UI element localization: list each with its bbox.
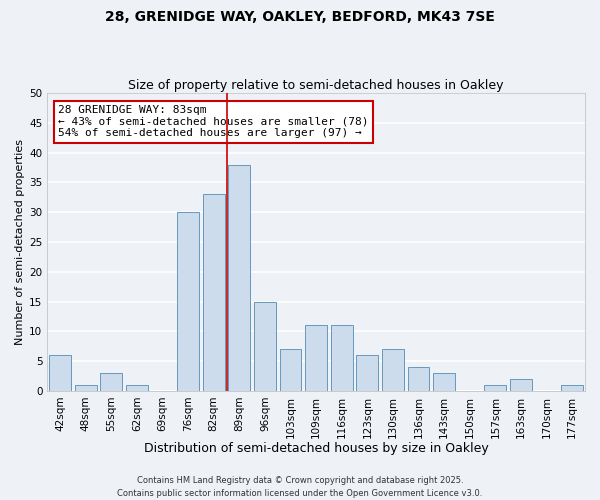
Title: Size of property relative to semi-detached houses in Oakley: Size of property relative to semi-detach… [128, 79, 504, 92]
Bar [356, 355, 378, 391]
X-axis label: Distribution of semi-detached houses by size in Oakley: Distribution of semi-detached houses by … [144, 442, 488, 455]
Bar [100, 373, 122, 391]
Text: 28 GRENIDGE WAY: 83sqm
← 43% of semi-detached houses are smaller (78)
54% of sem: 28 GRENIDGE WAY: 83sqm ← 43% of semi-det… [58, 105, 368, 138]
Bar [484, 385, 506, 391]
Bar [49, 355, 71, 391]
Bar [562, 385, 583, 391]
Bar [331, 326, 353, 391]
Bar [407, 367, 430, 391]
Bar [75, 385, 97, 391]
Text: 28, GRENIDGE WAY, OAKLEY, BEDFORD, MK43 7SE: 28, GRENIDGE WAY, OAKLEY, BEDFORD, MK43 … [105, 10, 495, 24]
Bar [177, 212, 199, 391]
Text: Contains HM Land Registry data © Crown copyright and database right 2025.
Contai: Contains HM Land Registry data © Crown c… [118, 476, 482, 498]
Bar [203, 194, 224, 391]
Y-axis label: Number of semi-detached properties: Number of semi-detached properties [15, 139, 25, 345]
Bar [254, 302, 276, 391]
Bar [305, 326, 327, 391]
Bar [510, 379, 532, 391]
Bar [382, 349, 404, 391]
Bar [126, 385, 148, 391]
Bar [433, 373, 455, 391]
Bar [280, 349, 301, 391]
Bar [229, 164, 250, 391]
